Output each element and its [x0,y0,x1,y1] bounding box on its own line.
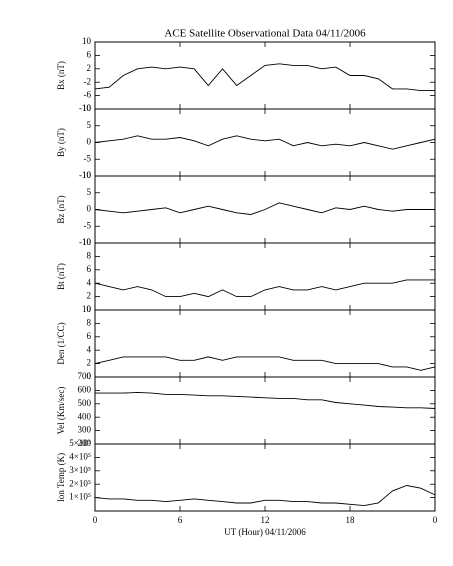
panel-frame [94,309,436,378]
y-tick-label: 4 [87,277,92,287]
y-tick-label: 10 [82,170,92,180]
y-tick-label: 2 [87,291,92,301]
y-tick-label: 8 [87,250,92,260]
data-line [95,391,436,409]
y-tick-label: 0 [87,137,92,147]
panel-frame [94,41,436,110]
panel-frame [94,242,436,311]
x-tick-label: 12 [261,515,270,525]
y-tick-label: 4 [87,344,92,354]
x-tick-label: 0 [93,515,98,525]
y-tick-label: 10 [82,304,92,314]
chart-title: ACE Satellite Observational Data 04/11/2… [164,28,366,40]
y-tick-label: 6 [87,264,92,274]
y-tick-label: 2 [87,358,92,368]
y-tick-label: 10 [82,103,92,113]
x-tick-label: 6 [178,515,183,525]
data-line [94,202,435,215]
y-axis-label: Den (1/CC) [56,322,66,364]
y-tick-label: -5 [84,220,92,230]
y-tick-label: 10 [82,237,92,247]
y-tick-label: -2 [84,76,92,86]
y-axis-label: By (nT) [56,128,66,157]
y-axis-label: Bz (nT) [56,195,66,223]
y-tick-label: 2×10⁵ [69,478,91,488]
y-axis-label: Ion Temp (K) [56,453,66,502]
panel-frame [94,443,436,512]
panel-frame [94,376,436,445]
y-tick-label: 300 [78,425,92,435]
data-line [94,356,436,371]
y-tick-label: 6 [87,331,92,341]
y-tick-label: 5×10⁵ [69,438,91,448]
y-tick-label: 600 [78,384,92,394]
y-tick-label: 700 [78,371,92,381]
data-line [94,485,436,507]
y-tick-label: -6 [84,90,92,100]
y-tick-label: 4×10⁵ [69,451,91,461]
y-tick-label: 3×10⁵ [69,465,91,475]
data-line [94,135,436,150]
y-tick-label: 500 [78,398,92,408]
y-tick-label: -5 [84,153,92,163]
y-axis-label: Vel (Km/sec) [56,387,66,435]
y-tick-label: 6 [87,49,92,59]
y-tick-label: 10 [82,36,92,46]
y-tick-label: 8 [87,317,92,327]
y-tick-label: -10 [79,237,91,247]
x-tick-label: 0 [433,515,438,525]
y-axis-label: Bx (nT) [56,61,66,90]
x-axis-label: UT (Hour) 04/11/2006 [224,527,306,537]
x-tick-label: 18 [346,515,356,525]
y-tick-label: 200 [78,438,92,448]
y-tick-label: 5 [87,120,92,130]
data-line [94,279,435,298]
y-tick-label: -10 [79,170,91,180]
y-tick-label: 0 [87,204,92,214]
y-axis-label: Bt (nT) [56,263,66,290]
y-tick-label: 0 [87,304,92,314]
y-tick-label: 1×10⁵ [69,492,91,502]
y-tick-label: 2 [87,63,92,73]
y-tick-label: -10 [79,103,91,113]
panel-frame [94,108,436,177]
y-tick-label: 400 [78,411,92,421]
y-tick-label: 0 [87,371,92,381]
data-line [94,63,435,92]
y-tick-label: 5 [87,187,92,197]
